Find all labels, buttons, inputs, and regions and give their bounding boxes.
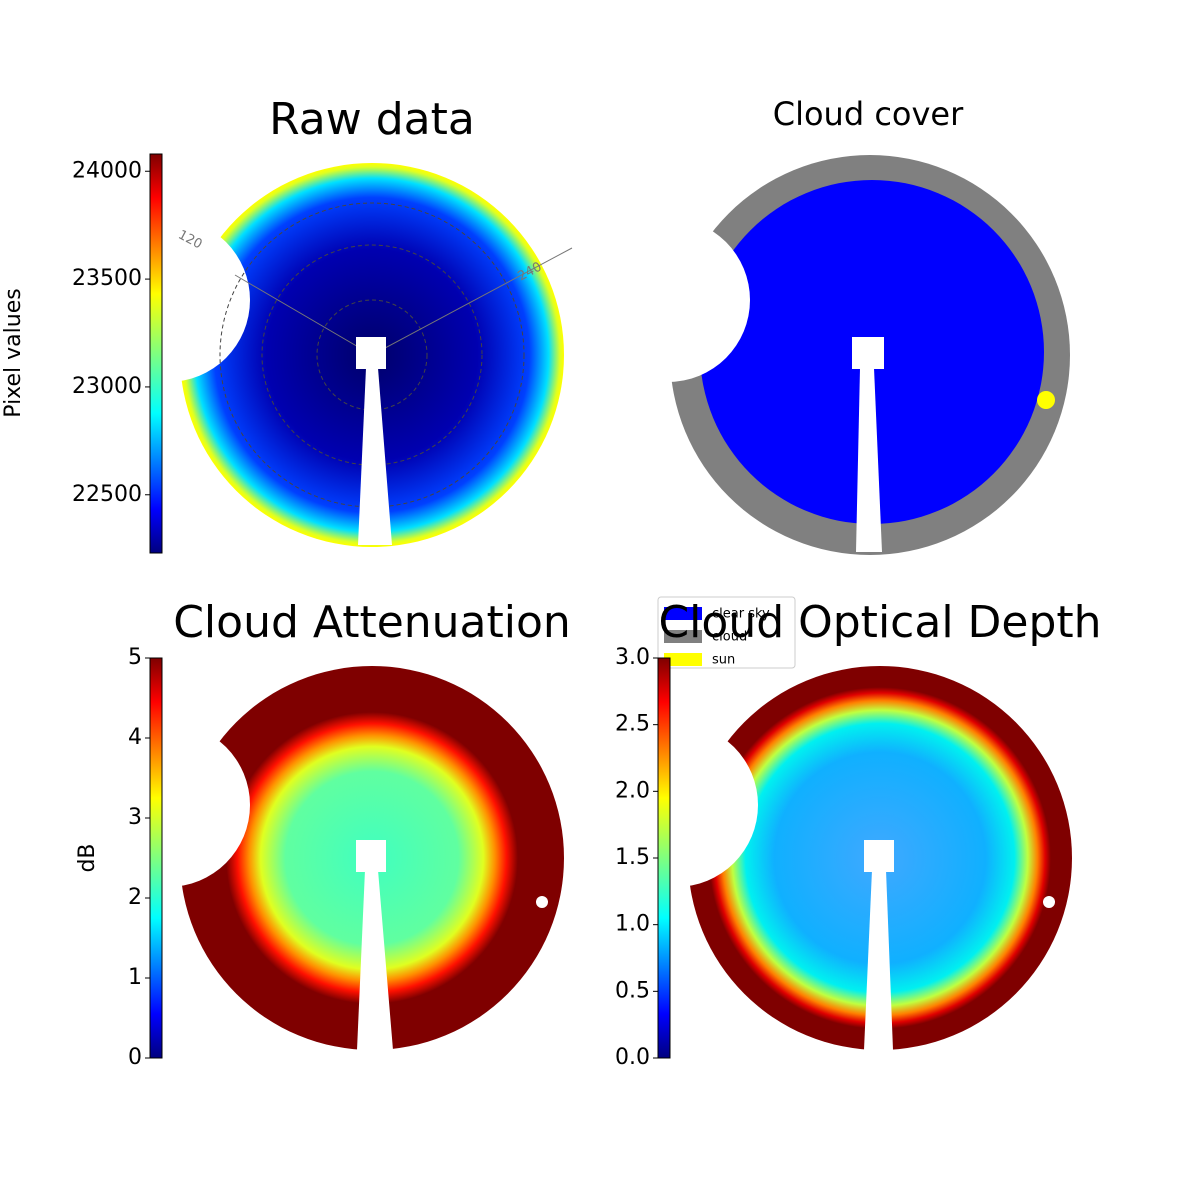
colorbar xyxy=(149,153,163,554)
panel-title: Cloud Attenuation xyxy=(173,597,571,648)
sun-marker xyxy=(1037,391,1055,409)
y-tick-label: 0 xyxy=(128,1045,142,1070)
panel-title: Cloud cover xyxy=(773,95,964,133)
y-tick-label: 4 xyxy=(128,725,142,750)
panel-title: Raw data xyxy=(269,94,475,145)
colorbar xyxy=(149,657,163,1059)
y-tick-label: 22500 xyxy=(72,482,142,507)
y-tick-label: 5 xyxy=(128,645,142,670)
y-tick-label: 2.0 xyxy=(615,778,650,803)
colorbar xyxy=(657,657,671,1059)
y-tick-label: 0.0 xyxy=(615,1045,650,1070)
y-tick-label: 3.0 xyxy=(615,645,650,670)
legend-label: clear sky xyxy=(712,607,770,622)
legend-swatch xyxy=(664,653,702,666)
legend-swatch xyxy=(664,630,702,643)
y-tick-label: 1 xyxy=(128,965,142,990)
y-tick-label: 24000 xyxy=(72,158,142,183)
y-tick-label: 23000 xyxy=(72,374,142,399)
y-tick-label: 1.5 xyxy=(615,845,650,870)
y-tick-label: 1.0 xyxy=(615,912,650,937)
y-tick-label: 23500 xyxy=(72,266,142,291)
colorbar-label: dB xyxy=(75,843,100,872)
cloud-cover-image xyxy=(586,155,1070,555)
camera-mast xyxy=(356,337,894,1050)
y-tick-label: 0.5 xyxy=(615,978,650,1003)
y-tick-label: 2 xyxy=(128,885,142,910)
y-tick-label: 2.5 xyxy=(615,712,650,737)
legend-swatch xyxy=(664,607,702,620)
legend-label: sun xyxy=(712,653,735,668)
panel-title: Cloud Optical Depth xyxy=(658,597,1101,648)
colorbar-label: Pixel values xyxy=(1,288,26,417)
legend-label: cloud xyxy=(712,630,747,645)
y-tick-label: 3 xyxy=(128,805,142,830)
